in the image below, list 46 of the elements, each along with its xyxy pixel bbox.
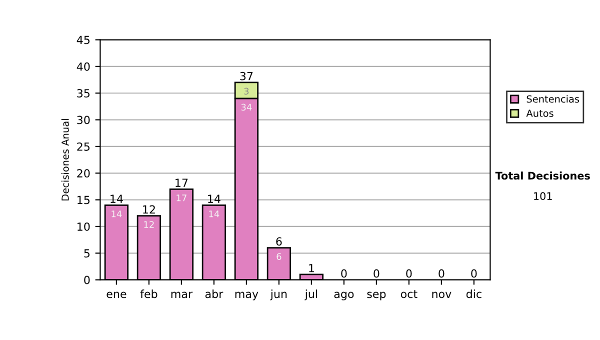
total-label: 17 (176, 178, 188, 187)
y-tick-label: 40 (76, 62, 90, 71)
x-tick-label: dic (466, 290, 482, 298)
x-tick-label: sep (367, 292, 386, 300)
total-label: 0 (438, 269, 444, 278)
total-label: 0 (374, 269, 380, 278)
x-tick-label: jun (270, 290, 287, 300)
total-label: 0 (406, 269, 412, 278)
data-label: 12 (144, 221, 154, 228)
y-tick-label: 45 (76, 36, 90, 44)
y-tick-label: 25 (77, 142, 90, 151)
y-tick-label: 10 (78, 222, 90, 231)
y-tick-label: 35 (77, 89, 90, 98)
x-tick-label: oct (400, 290, 418, 298)
total-label: 0 (341, 269, 347, 278)
data-label: 17 (176, 194, 186, 202)
total-label: 6 (276, 237, 282, 246)
data-label: 6 (276, 253, 282, 260)
total-label: 14 (110, 194, 123, 203)
x-tick-label: ago (334, 292, 354, 300)
legend-label: Autos (526, 110, 554, 117)
x-tick-label: abr (205, 290, 224, 298)
x-tick-label: jul (304, 290, 318, 300)
data-label: 34 (241, 104, 252, 111)
x-tick-label: nov (432, 292, 452, 298)
y-tick-label: 0 (84, 276, 90, 284)
x-tick-label: feb (140, 290, 158, 298)
x-tick-label: may (235, 292, 258, 300)
y-tick-label: 15 (78, 196, 90, 204)
y-tick-label: 5 (84, 249, 90, 258)
data-label: 14 (209, 210, 220, 218)
total-label: 37 (240, 72, 253, 80)
total-label: 12 (143, 205, 155, 214)
y-tick-label: 20 (77, 169, 90, 178)
total-label: 14 (208, 194, 220, 203)
data-label: 3 (244, 88, 249, 95)
text: 101 (534, 192, 552, 200)
y-tick-label: 30 (77, 116, 90, 124)
text: Total Decisiones (495, 172, 590, 180)
total-label: 0 (471, 269, 477, 278)
total-label: 1 (309, 264, 314, 272)
x-tick-label: ene (106, 292, 126, 298)
x-tick-label: mar (171, 292, 193, 298)
legend-label: Sentencias (526, 95, 580, 103)
y-axis-title: Decisiones Anual (61, 119, 69, 200)
data-label: 14 (112, 210, 122, 218)
